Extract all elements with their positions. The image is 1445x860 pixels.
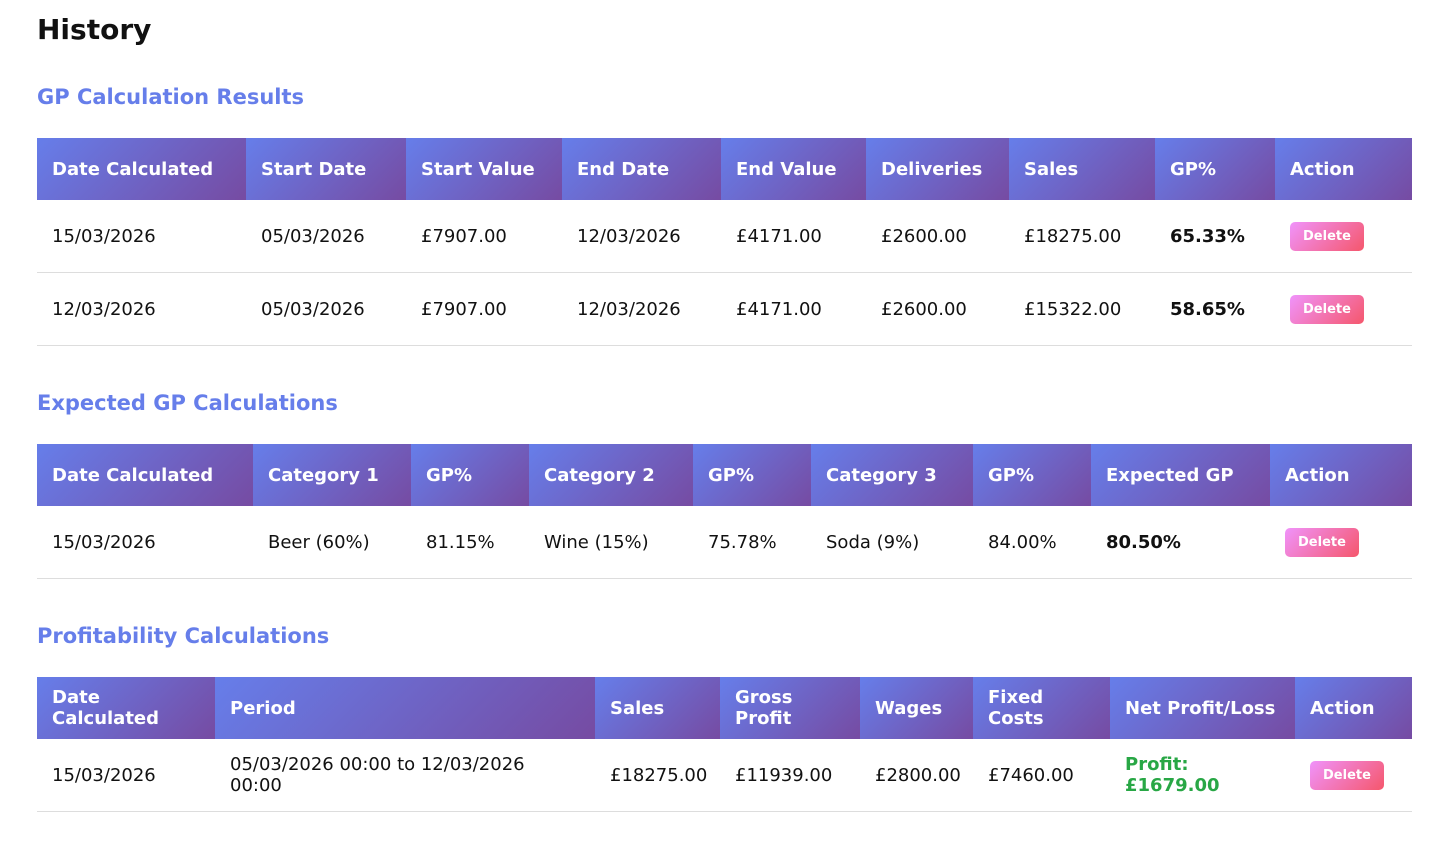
action-cell: Delete xyxy=(1275,272,1412,346)
column-header: Action xyxy=(1295,677,1412,739)
table-cell: £18275.00 xyxy=(1009,200,1155,273)
table-cell: £11939.00 xyxy=(720,739,860,812)
column-header: Deliveries xyxy=(866,138,1009,200)
column-header: Action xyxy=(1270,444,1412,506)
table-row: 15/03/2026 05/03/2026 £7907.00 12/03/2026 £4… xyxy=(37,200,1412,273)
table-cell: £7907.00 xyxy=(406,272,562,346)
section-title: Profitability Calculations xyxy=(37,624,330,648)
table-cell: 15/03/2026 xyxy=(37,739,215,812)
table-cell: £2600.00 xyxy=(866,200,1009,273)
column-header: Date Calculated xyxy=(37,677,215,739)
table-row: 15/03/2026 Beer (60%) 81.15% Wine (15%) 75.7… xyxy=(37,506,1412,579)
delete-button[interactable]: Delete xyxy=(1290,221,1364,251)
history-table: Date Calculated Period Sales Gross Profit Wa… xyxy=(37,677,1412,812)
table-cell: 84.00% xyxy=(973,506,1091,579)
section-0: GP Calculation Results Date Calculated Sta… xyxy=(37,82,1412,346)
column-header: Date Calculated xyxy=(37,138,246,200)
table-cell: £4171.00 xyxy=(721,200,866,273)
table-cell: 05/03/2026 00:00 to 12/03/2026 00:00 xyxy=(215,739,595,812)
column-header: GP% xyxy=(693,444,811,506)
column-header: Start Value xyxy=(406,138,562,200)
history-table: Date Calculated Start Date Start Value End … xyxy=(37,138,1412,346)
column-header: Period xyxy=(215,677,595,739)
table-row: 12/03/2026 05/03/2026 £7907.00 12/03/2026 £4… xyxy=(37,272,1412,346)
table-cell: 81.15% xyxy=(411,506,529,579)
table-cell: Wine (15%) xyxy=(529,506,693,579)
table-cell: 12/03/2026 xyxy=(562,272,721,346)
table-cell: 80.50% xyxy=(1091,506,1270,579)
delete-button[interactable]: Delete xyxy=(1310,760,1384,790)
action-cell: Delete xyxy=(1275,200,1412,273)
table-cell: 58.65% xyxy=(1155,272,1275,346)
column-header: GP% xyxy=(973,444,1091,506)
column-header: Sales xyxy=(595,677,720,739)
column-header: Sales xyxy=(1009,138,1155,200)
action-cell: Delete xyxy=(1270,506,1412,579)
column-header: Action xyxy=(1275,138,1412,200)
column-header: Expected GP xyxy=(1091,444,1270,506)
column-header: Fixed Costs xyxy=(973,677,1110,739)
table-cell: £7460.00 xyxy=(973,739,1110,812)
table-cell: 65.33% xyxy=(1155,200,1275,273)
table-row: 15/03/2026 05/03/2026 00:00 to 12/03/2026… xyxy=(37,739,1412,812)
history-table: Date Calculated Category 1 GP% Category 2 GP… xyxy=(37,444,1412,579)
table-cell: 12/03/2026 xyxy=(37,272,246,346)
table-cell: 15/03/2026 xyxy=(37,200,246,273)
table-cell: £18275.00 xyxy=(595,739,720,812)
column-header: Gross Profit xyxy=(720,677,860,739)
table-cell: 05/03/2026 xyxy=(246,272,406,346)
delete-button[interactable]: Delete xyxy=(1290,294,1364,324)
table-cell: £2600.00 xyxy=(866,272,1009,346)
column-header: Start Date xyxy=(246,138,406,200)
table-cell: 75.78% xyxy=(693,506,811,579)
table-cell: £7907.00 xyxy=(406,200,562,273)
table-cell: Beer (60%) xyxy=(253,506,411,579)
column-header: Net Profit/Loss xyxy=(1110,677,1295,739)
section-title: GP Calculation Results xyxy=(37,85,305,109)
table-cell: 12/03/2026 xyxy=(562,200,721,273)
table-cell: Profit: £1679.00 xyxy=(1110,739,1295,812)
action-cell: Delete xyxy=(1295,739,1412,812)
column-header: End Date xyxy=(562,138,721,200)
section-title: Expected GP Calculations xyxy=(37,391,338,415)
column-header: Category 3 xyxy=(811,444,973,506)
column-header: Date Calculated xyxy=(37,444,253,506)
table-cell: 15/03/2026 xyxy=(37,506,253,579)
section-1: Expected GP Calculations Date Calculated C… xyxy=(37,388,1412,579)
delete-button[interactable]: Delete xyxy=(1285,527,1359,557)
table-cell: Soda (9%) xyxy=(811,506,973,579)
column-header: GP% xyxy=(1155,138,1275,200)
table-cell: £15322.00 xyxy=(1009,272,1155,346)
column-header: End Value xyxy=(721,138,866,200)
column-header: Category 1 xyxy=(253,444,411,506)
table-cell: £2800.00 xyxy=(860,739,973,812)
column-header: Category 2 xyxy=(529,444,693,506)
column-header: Wages xyxy=(860,677,973,739)
column-header: GP% xyxy=(411,444,529,506)
table-cell: 05/03/2026 xyxy=(246,200,406,273)
table-cell: £4171.00 xyxy=(721,272,866,346)
section-2: Profitability Calculations Date Calculate… xyxy=(37,621,1412,812)
page-title: History xyxy=(37,13,152,46)
